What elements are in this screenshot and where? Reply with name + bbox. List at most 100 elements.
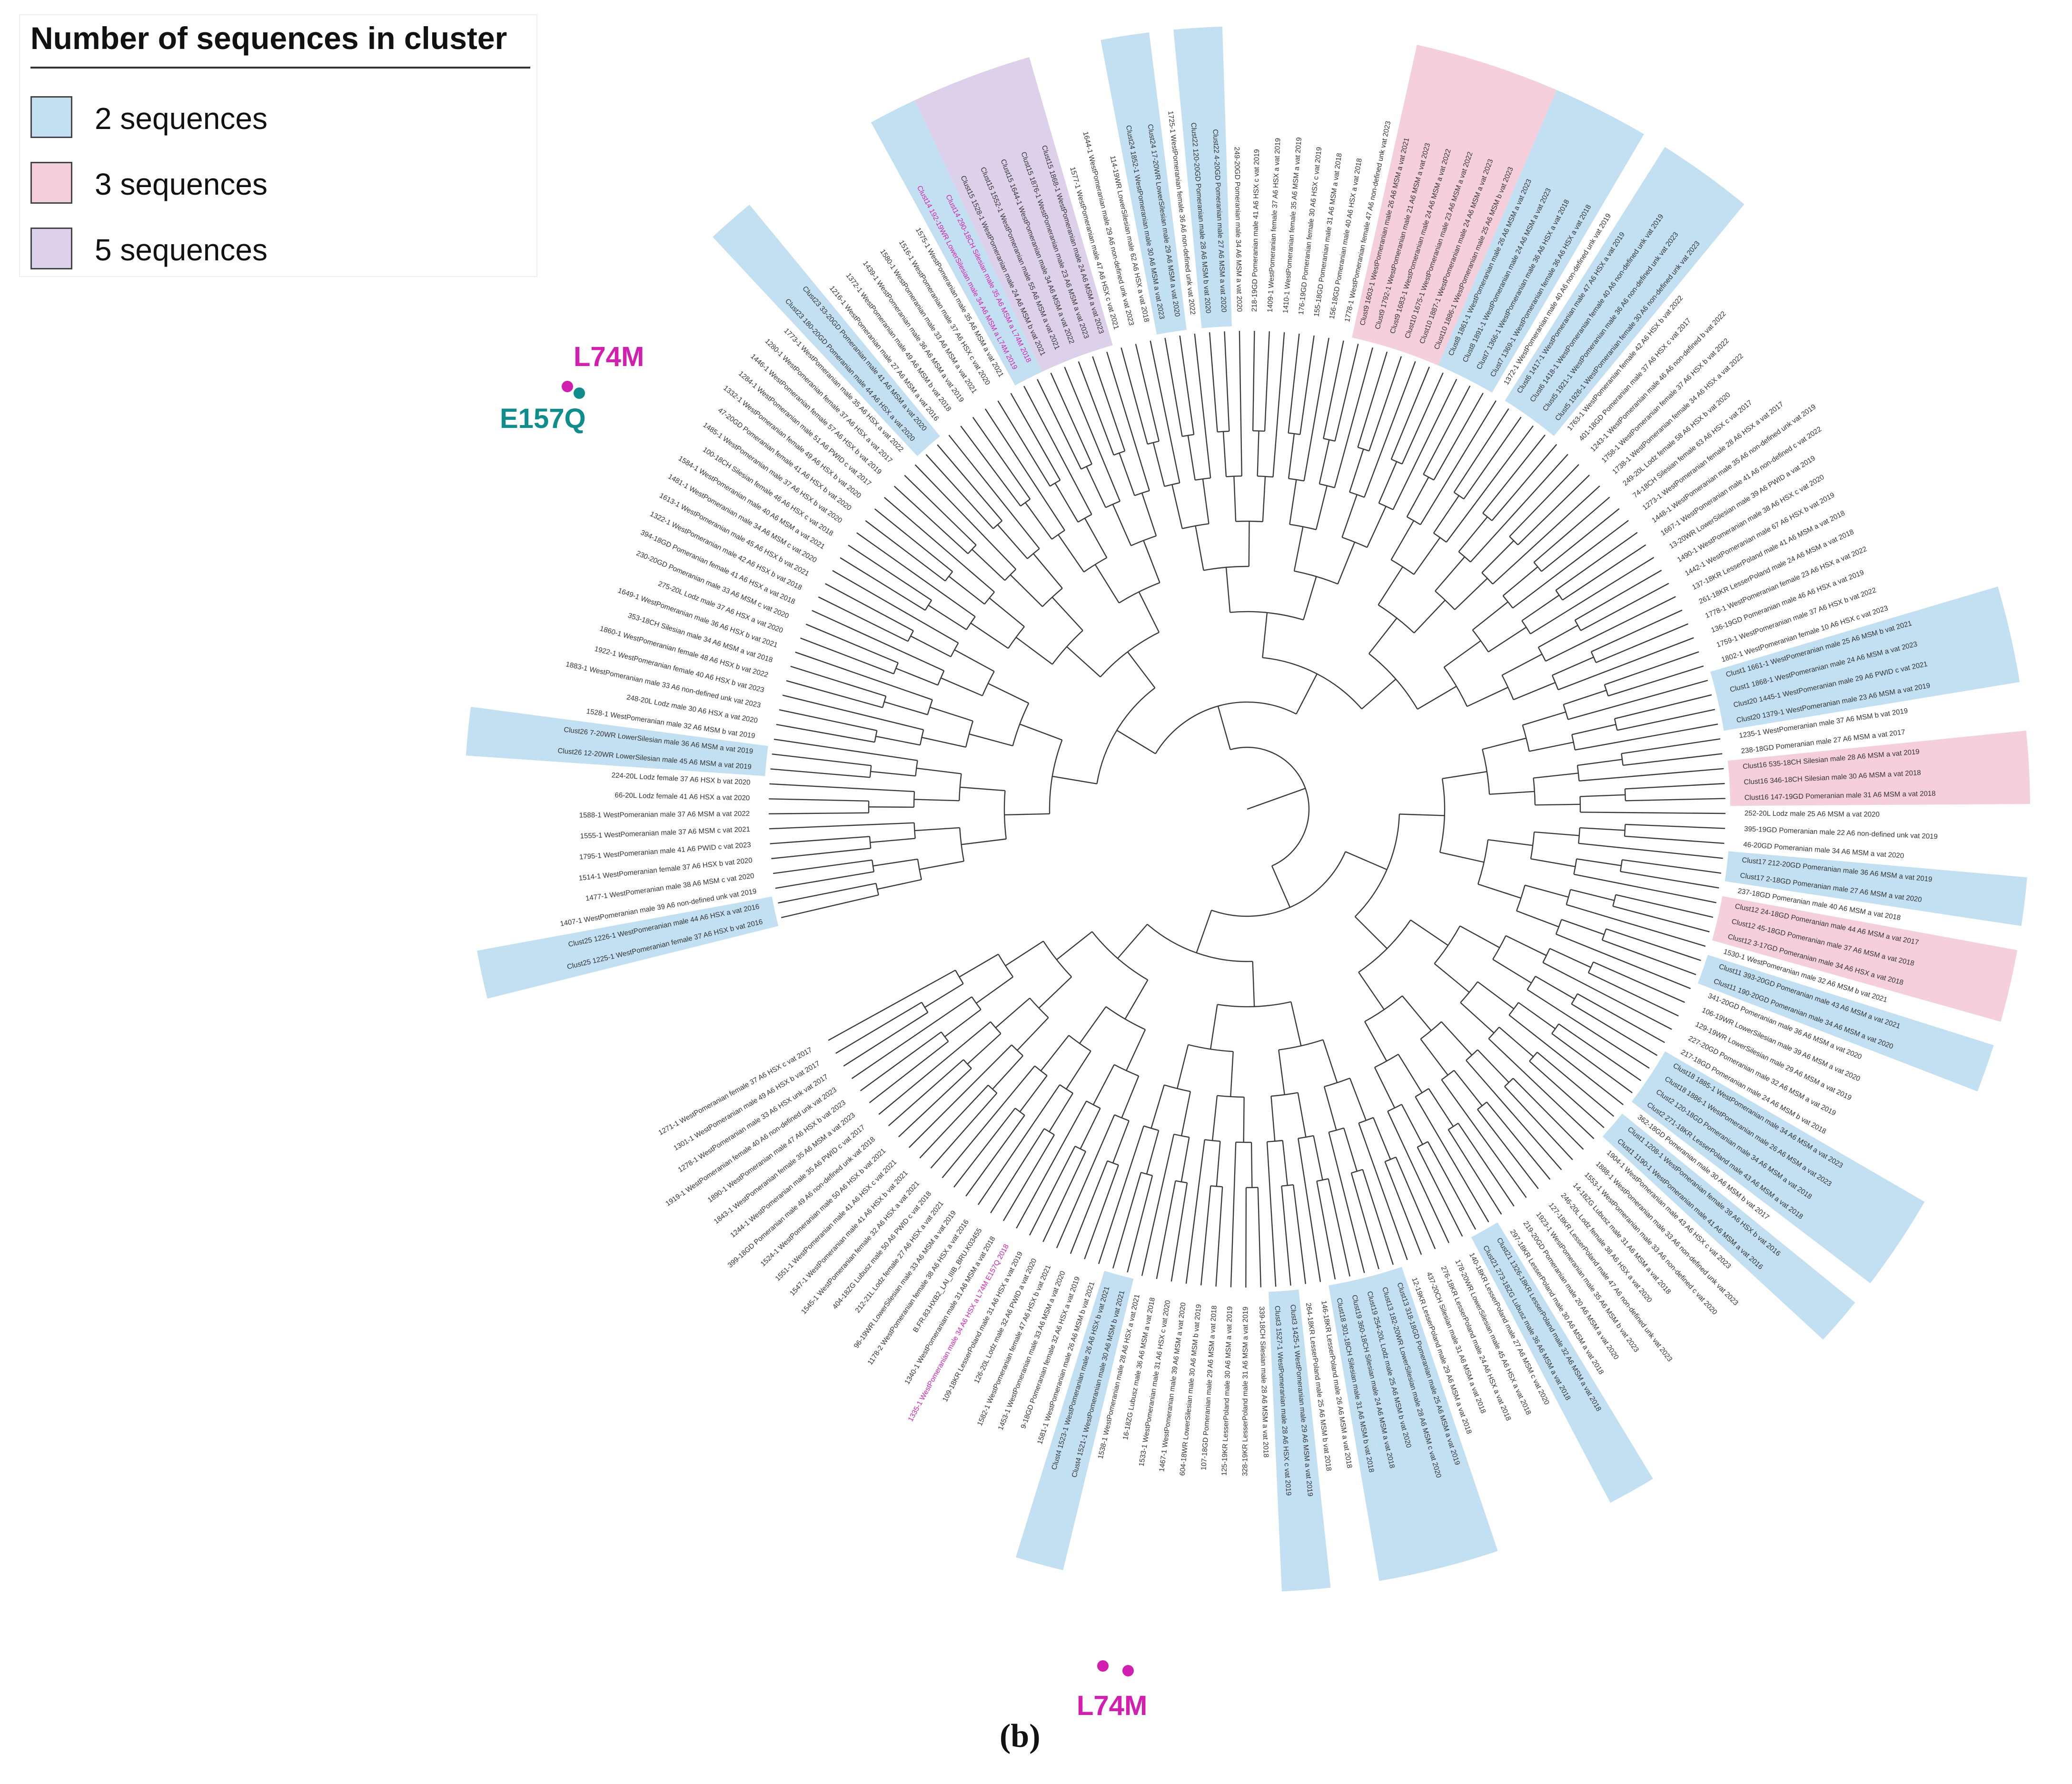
- branch-arc: [984, 591, 995, 605]
- l74m-dot-bottom-2: [1122, 1665, 1134, 1676]
- branch-line: [1588, 972, 1679, 1017]
- branch-line: [875, 735, 921, 746]
- branch-line: [1211, 1095, 1218, 1141]
- branch-line: [1341, 494, 1358, 538]
- cluster-wedge: [871, 100, 1042, 386]
- branch-line: [1577, 759, 1623, 766]
- branch-line: [1357, 351, 1388, 448]
- cluster-wedge: [1173, 26, 1232, 328]
- branch-line: [1580, 583, 1669, 631]
- branch-line: [1513, 682, 1556, 701]
- branch-line: [1350, 1172, 1379, 1269]
- branch-line: [1358, 971, 1385, 1010]
- branch-line: [1056, 1114, 1115, 1249]
- branch-line: [1292, 1184, 1307, 1284]
- branch-line: [1120, 347, 1148, 445]
- branch-line: [1467, 686, 1508, 707]
- branch-line: [1420, 1039, 1448, 1076]
- branch-line: [1271, 865, 1291, 908]
- branch-arc: [1012, 703, 1030, 746]
- branch-arc: [1027, 548, 1040, 559]
- branch-line: [778, 882, 876, 904]
- branch-line: [1354, 916, 1388, 949]
- branch-line: [1492, 959, 1532, 984]
- branch-line: [1530, 858, 1576, 867]
- branch-line: [773, 859, 872, 874]
- branch-line: [916, 767, 962, 774]
- branch-line: [781, 894, 879, 919]
- legend-swatch-blue: [30, 96, 72, 138]
- branch-line: [1454, 578, 1488, 610]
- branch-line: [1513, 1078, 1584, 1150]
- branch-line: [1084, 518, 1108, 558]
- branch-line: [1288, 333, 1300, 433]
- branch-line: [1349, 449, 1364, 493]
- branch-line: [773, 738, 918, 761]
- branch-line: [1328, 1179, 1350, 1277]
- branch-line: [1121, 1076, 1140, 1118]
- branch-line: [1138, 591, 1160, 633]
- branch-line: [1535, 975, 1575, 1000]
- branch-arc: [1527, 976, 1536, 990]
- branch-arc: [1601, 929, 1607, 941]
- branch-line: [954, 649, 995, 672]
- branch-line: [1433, 393, 1484, 481]
- branch-line: [772, 753, 872, 766]
- cluster-wedge: [1016, 1270, 1134, 1570]
- branch-arc: [1434, 925, 1461, 964]
- branch-line: [1415, 1096, 1489, 1223]
- branch-line: [1298, 1138, 1321, 1282]
- branch-arc: [1454, 492, 1464, 500]
- cluster-wedge: [1710, 586, 2011, 701]
- branch-arc: [1492, 935, 1507, 960]
- branch-line: [1453, 1070, 1483, 1106]
- branch-line: [1290, 1001, 1302, 1046]
- branch-line: [1459, 925, 1500, 949]
- branch-line: [1010, 393, 1061, 481]
- branch-arc: [981, 671, 995, 696]
- branch-line: [1374, 1067, 1396, 1109]
- branch-arc: [1358, 1117, 1374, 1124]
- branch-line: [1361, 678, 1397, 710]
- branch-arc: [1289, 524, 1317, 530]
- branch-line: [967, 1033, 1001, 1065]
- branch-line: [1200, 1186, 1211, 1286]
- branch-arc: [1441, 1070, 1455, 1080]
- branch-line: [1561, 919, 1605, 935]
- branch-line: [775, 871, 874, 889]
- branch-line: [1334, 347, 1373, 488]
- branch-line: [1428, 1088, 1454, 1127]
- branch-arc: [959, 827, 965, 862]
- branch-arc: [1502, 595, 1514, 609]
- branch-arc: [1262, 657, 1362, 710]
- branch-line: [1150, 1085, 1165, 1129]
- branch-line: [1441, 1021, 1473, 1056]
- cluster-wedge: [466, 706, 768, 776]
- branch-arc: [1349, 491, 1365, 498]
- branch-line: [922, 737, 966, 748]
- branch-line: [769, 798, 869, 802]
- branch-line: [843, 1011, 929, 1067]
- branch-arc: [869, 836, 872, 849]
- branch-arc: [950, 643, 959, 657]
- branch-line: [1135, 344, 1160, 442]
- branch-line: [1508, 1014, 1624, 1105]
- branch-line: [895, 667, 938, 686]
- branch-line: [872, 858, 918, 867]
- branch-line: [1194, 333, 1211, 478]
- branch-line: [1064, 367, 1121, 502]
- branch-line: [1472, 601, 1508, 631]
- branch-arc: [1571, 734, 1576, 750]
- legend-label: 3 sequences: [95, 167, 268, 201]
- branch-arc: [1542, 948, 1550, 963]
- branch-line: [1447, 1129, 1502, 1215]
- branch-line: [1443, 640, 1481, 668]
- branch-line: [1477, 883, 1521, 899]
- branch-arc: [1443, 667, 1468, 707]
- branch-line: [965, 1115, 1025, 1197]
- branch-line: [776, 724, 875, 743]
- branch-line: [1233, 476, 1237, 522]
- branch-line: [1025, 502, 1052, 540]
- branch-line: [1281, 1186, 1291, 1286]
- branch-line: [1390, 367, 1430, 460]
